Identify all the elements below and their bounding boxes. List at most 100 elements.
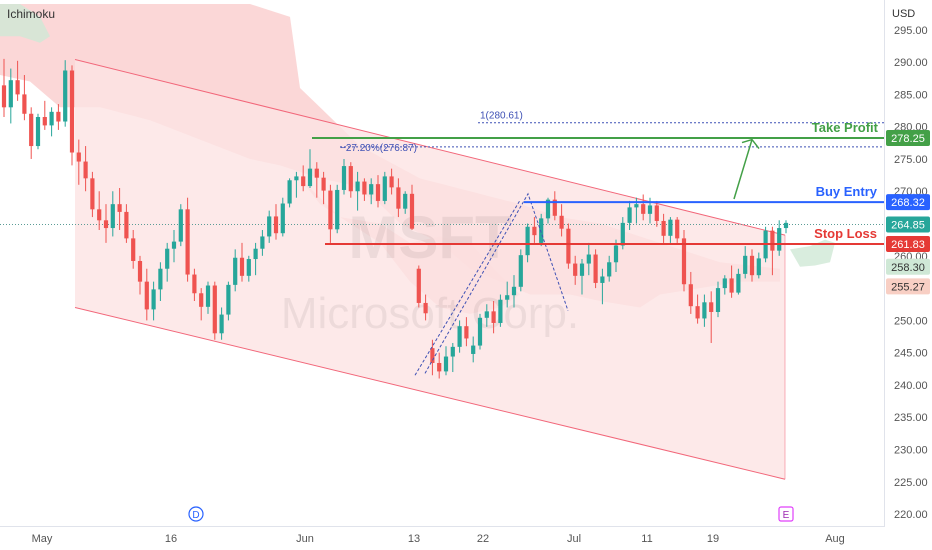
price-tick-label: 250.00 xyxy=(894,315,928,327)
candle-body xyxy=(294,176,299,181)
time-tick-label: Jul xyxy=(567,533,581,545)
candle-body xyxy=(695,306,700,319)
candle-body xyxy=(430,348,435,363)
candle-body xyxy=(389,176,394,188)
candle-body xyxy=(437,362,442,372)
candle-body xyxy=(355,181,360,192)
buy-entry-tag-text: 268.32 xyxy=(891,197,925,209)
candle-body xyxy=(743,255,748,274)
candle-body xyxy=(688,284,693,307)
candle-body xyxy=(35,116,41,147)
candle-body xyxy=(212,285,217,334)
kijun-tag-text: 258.30 xyxy=(891,262,925,274)
candle-body xyxy=(280,203,285,234)
fib-retracement-label: −27.20%(276.87) xyxy=(340,143,417,154)
candle-body xyxy=(287,180,292,204)
take-profit-label: Take Profit xyxy=(812,120,879,135)
take-profit-tag-text: 278.25 xyxy=(891,133,925,145)
candle-body xyxy=(8,80,13,108)
kijun-tag-box xyxy=(886,258,930,275)
candle-body xyxy=(267,216,272,237)
candle-body xyxy=(443,356,449,372)
dividend-marker-letter: D xyxy=(192,510,199,521)
stop-loss-tag-text: 261.83 xyxy=(891,239,925,251)
earnings-marker-letter: E xyxy=(783,510,790,521)
candle-body xyxy=(627,207,632,223)
earnings-marker[interactable]: E xyxy=(778,506,794,522)
candle-body xyxy=(335,189,340,230)
candle-body xyxy=(76,152,81,162)
candle-body xyxy=(117,204,122,212)
candle-body xyxy=(416,268,421,303)
candle-body xyxy=(729,278,734,293)
channel-lower-line[interactable] xyxy=(74,306,786,480)
senkou-tag-box xyxy=(886,278,930,295)
time-tick-label: 19 xyxy=(707,533,719,545)
candle-body xyxy=(539,218,544,243)
time-tick-label: 22 xyxy=(477,533,489,545)
candle-body xyxy=(484,311,489,318)
candle-body xyxy=(566,228,571,264)
price-tick-label: 290.00 xyxy=(894,57,928,69)
candle-body xyxy=(29,113,34,147)
target-arrow[interactable] xyxy=(733,138,760,200)
candle-body xyxy=(675,219,680,239)
price-tick-label: 275.00 xyxy=(894,154,928,166)
candle-body xyxy=(654,205,659,221)
price-tags: 278.25 268.32 261.83 264.85 258.30 255.27 xyxy=(886,129,930,295)
candle-body xyxy=(641,204,646,214)
senkou-tag-text: 255.27 xyxy=(891,281,925,293)
arrow-head-icon xyxy=(741,138,760,150)
price-tick-label: 220.00 xyxy=(894,509,928,521)
candle-body xyxy=(233,257,238,285)
price-tick-label: 295.00 xyxy=(894,25,928,37)
candle-body xyxy=(511,286,517,296)
candle-body xyxy=(783,222,789,229)
candle-body xyxy=(219,314,224,334)
indicator-label[interactable]: Ichimoku xyxy=(7,7,55,21)
candle-body xyxy=(273,216,279,234)
dividend-marker-circle xyxy=(188,506,204,522)
price-tick-label: 230.00 xyxy=(894,445,928,457)
kumo-cloud-green xyxy=(0,4,50,43)
candle-body xyxy=(144,281,149,310)
candle-body xyxy=(586,254,591,264)
candle-body xyxy=(83,161,88,179)
candle-body xyxy=(69,70,75,153)
fib-extension-label: 1(280.61) xyxy=(480,111,523,122)
candle-body xyxy=(226,284,231,315)
candle-body xyxy=(477,317,483,346)
time-axis[interactable]: May 16 Jun 13 22 Jul 11 19 Aug xyxy=(32,533,845,545)
candle-body xyxy=(709,302,714,312)
fib-trend-leg-2 xyxy=(424,192,569,374)
price-tick-label: 240.00 xyxy=(894,380,928,392)
last-price-tag-text: 264.85 xyxy=(891,219,925,231)
candle-body xyxy=(192,274,197,294)
candle-body xyxy=(668,219,673,236)
fib-extension-drawing[interactable]: 1(280.61) −27.20%(276.87) xyxy=(340,111,884,376)
candle-body xyxy=(328,190,333,230)
candle-body xyxy=(1,85,7,108)
candle-body xyxy=(702,302,707,319)
candle-body xyxy=(505,295,510,300)
kumo-cloud-green-2 xyxy=(790,239,835,267)
price-tick-label: 235.00 xyxy=(894,412,928,424)
candle-body xyxy=(49,111,54,126)
candle-body xyxy=(348,166,353,192)
candle-body xyxy=(532,226,537,236)
candle-body xyxy=(97,209,102,221)
candle-body xyxy=(749,255,755,276)
candle-body xyxy=(158,268,163,290)
dividend-marker[interactable]: D xyxy=(188,506,204,522)
candle-body xyxy=(396,187,401,209)
candle-body xyxy=(42,116,47,126)
last-price-tag-box xyxy=(886,216,930,233)
candle-body xyxy=(375,184,381,201)
candle-body xyxy=(246,259,251,276)
candle-body xyxy=(471,345,476,354)
candle-body xyxy=(600,276,605,283)
candle-body xyxy=(199,293,204,307)
candle-body xyxy=(253,248,258,260)
candle-body xyxy=(314,168,319,178)
